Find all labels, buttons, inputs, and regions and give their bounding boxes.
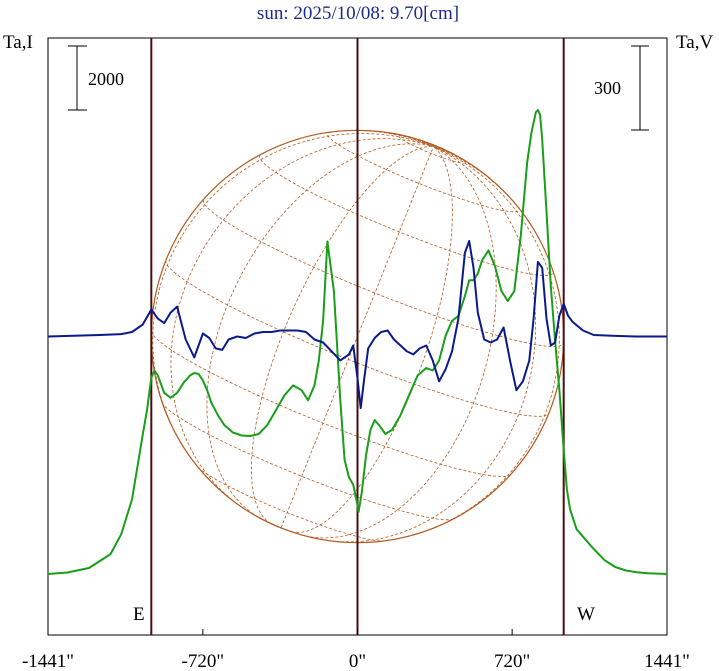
x-tick-label: 720" [494, 651, 530, 671]
longitude-line [170, 138, 434, 507]
latitude-line [326, 131, 520, 213]
x-tick-label: 0" [349, 651, 366, 671]
series-V-line [47, 240, 667, 410]
x-tick-label: 1441" [644, 651, 690, 671]
latitude-line [398, 135, 467, 164]
latitude-line [202, 199, 564, 347]
longitude-line [405, 146, 560, 538]
chart-title: sun: 2025/10/08: 9.70[cm] [257, 3, 459, 24]
longitude-line [152, 133, 434, 449]
longitude-line [325, 146, 537, 543]
left-axis-label: Ta,I [3, 32, 33, 53]
x-axis-ticks: -1441" -720" 0" 720" 1441" [22, 629, 690, 671]
longitude-line [433, 146, 526, 217]
right-scale-bar: 300 [594, 45, 649, 131]
series-I-line [47, 109, 668, 575]
left-scale-bar: 2000 [68, 45, 124, 111]
left-scale-bar-label: 2000 [88, 69, 124, 89]
longitude-line [300, 146, 497, 539]
curves [47, 109, 668, 575]
longitude-line [280, 146, 434, 528]
right-scale-bar-label: 300 [594, 78, 621, 98]
x-tick-label: -1441" [22, 651, 74, 671]
longitude-line [250, 146, 434, 524]
x-tick-label: -720" [182, 651, 225, 671]
west-label: W [577, 604, 595, 625]
reference-lines [150, 38, 565, 635]
longitude-line [319, 130, 434, 147]
east-label: E [133, 604, 145, 625]
latitude-line [161, 402, 454, 521]
longitude-line [206, 143, 434, 520]
right-axis-label: Ta,V [676, 32, 713, 53]
latitude-line [259, 154, 554, 276]
